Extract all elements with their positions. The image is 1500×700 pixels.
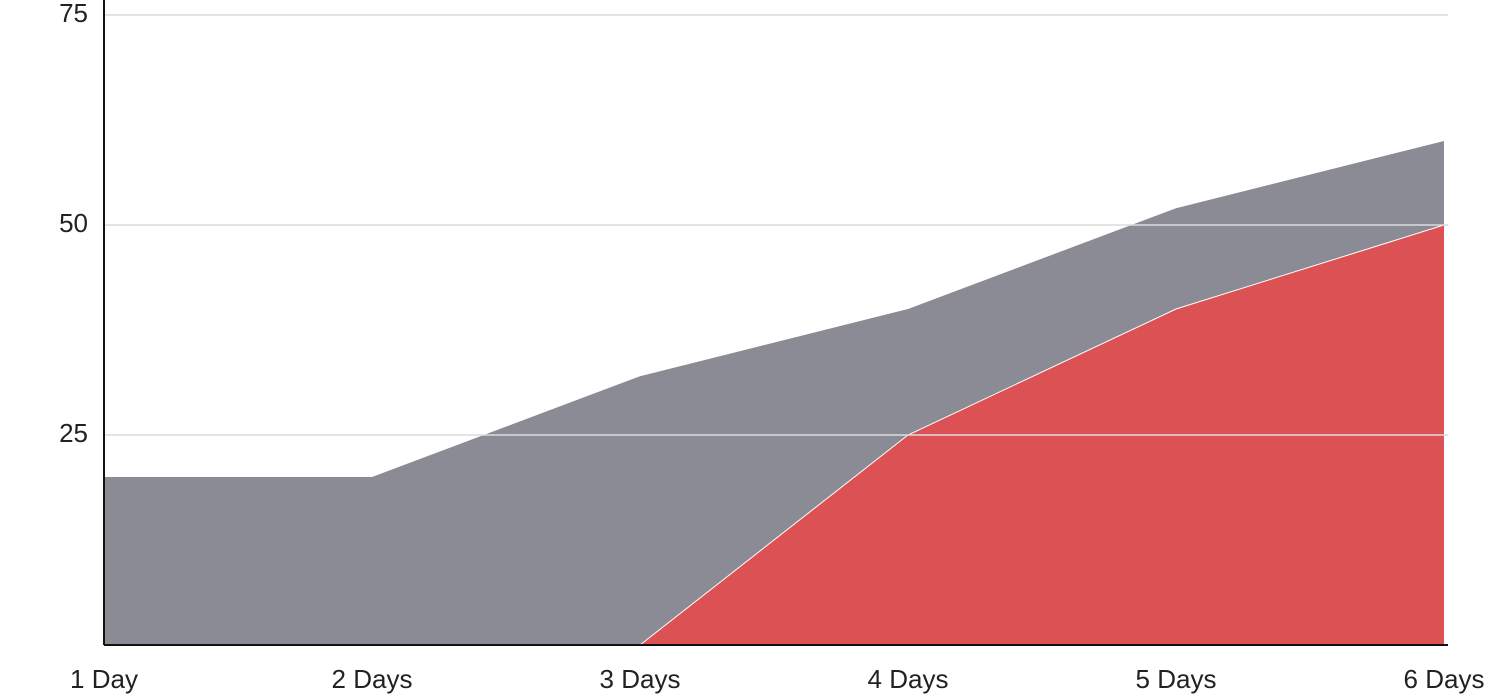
x-tick-label: 5 Days — [1136, 664, 1217, 694]
y-tick-label: 25 — [59, 418, 88, 448]
x-tick-label: 4 Days — [868, 664, 949, 694]
area-edge — [639, 224, 1445, 646]
x-tick-label: 1 Day — [70, 664, 138, 694]
x-tick-label: 6 Days — [1404, 664, 1485, 694]
x-tick-label: 3 Days — [600, 664, 681, 694]
y-tick-label: 75 — [59, 0, 88, 28]
x-tick-label: 2 Days — [332, 664, 413, 694]
y-tick-label: 50 — [59, 208, 88, 238]
